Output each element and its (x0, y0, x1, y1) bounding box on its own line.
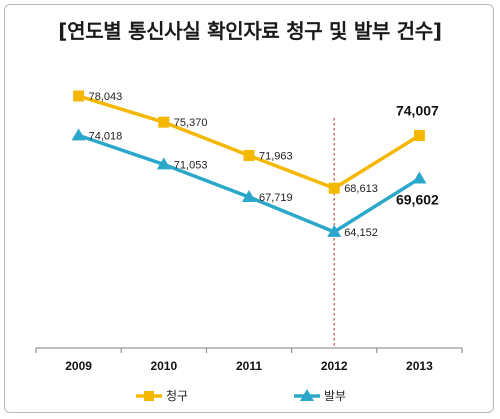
x-tick-label: 2010 (150, 359, 177, 373)
data-label: 67,719 (259, 192, 293, 204)
x-tick-label: 2013 (406, 359, 433, 373)
data-point (243, 149, 255, 161)
data-point (156, 157, 171, 170)
data-label: 71,963 (259, 150, 293, 162)
series-layer: 78,043 75,370 71,963 68,613 74,007 74,018 71,0… (71, 90, 439, 239)
data-point (71, 128, 86, 141)
x-tick-label: 2009 (65, 359, 92, 373)
data-point (73, 90, 85, 102)
data-label: 68,613 (344, 183, 378, 195)
data-label: 74,007 (396, 102, 439, 118)
data-label: 64,152 (344, 227, 378, 239)
legend-item-issue: 발부 (294, 389, 346, 403)
data-point (413, 129, 425, 141)
data-label: 69,602 (396, 192, 439, 208)
series-claim: 78,043 75,370 71,963 68,613 74,007 (73, 90, 439, 195)
chart-title: [연도별 통신사실 확인자료 청구 및 발부 건수] (58, 19, 442, 43)
chart-frame (4, 4, 494, 413)
data-point (412, 171, 427, 184)
data-point (158, 116, 170, 128)
x-tick-label: 2011 (236, 359, 262, 373)
data-label: 78,043 (89, 91, 123, 103)
data-label: 74,018 (89, 130, 123, 142)
data-point (327, 224, 342, 237)
legend-marker (144, 391, 154, 401)
legend-label: 발부 (324, 389, 346, 403)
data-point (242, 189, 256, 202)
series-line (78, 94, 421, 190)
legend-marker (300, 389, 314, 401)
legend: 청구 발부 (136, 389, 346, 403)
data-label: 75,370 (174, 117, 208, 129)
legend-item-claim: 청구 (136, 389, 188, 403)
data-point (328, 182, 340, 194)
x-tick-label: 2012 (321, 359, 348, 373)
data-label: 71,053 (174, 159, 208, 171)
series-issue: 74,018 71,053 67,719 64,152 69,602 (71, 128, 439, 239)
x-axis: 2009 2010 2011 2012 2013 (35, 347, 463, 373)
legend-label: 청구 (166, 389, 188, 403)
